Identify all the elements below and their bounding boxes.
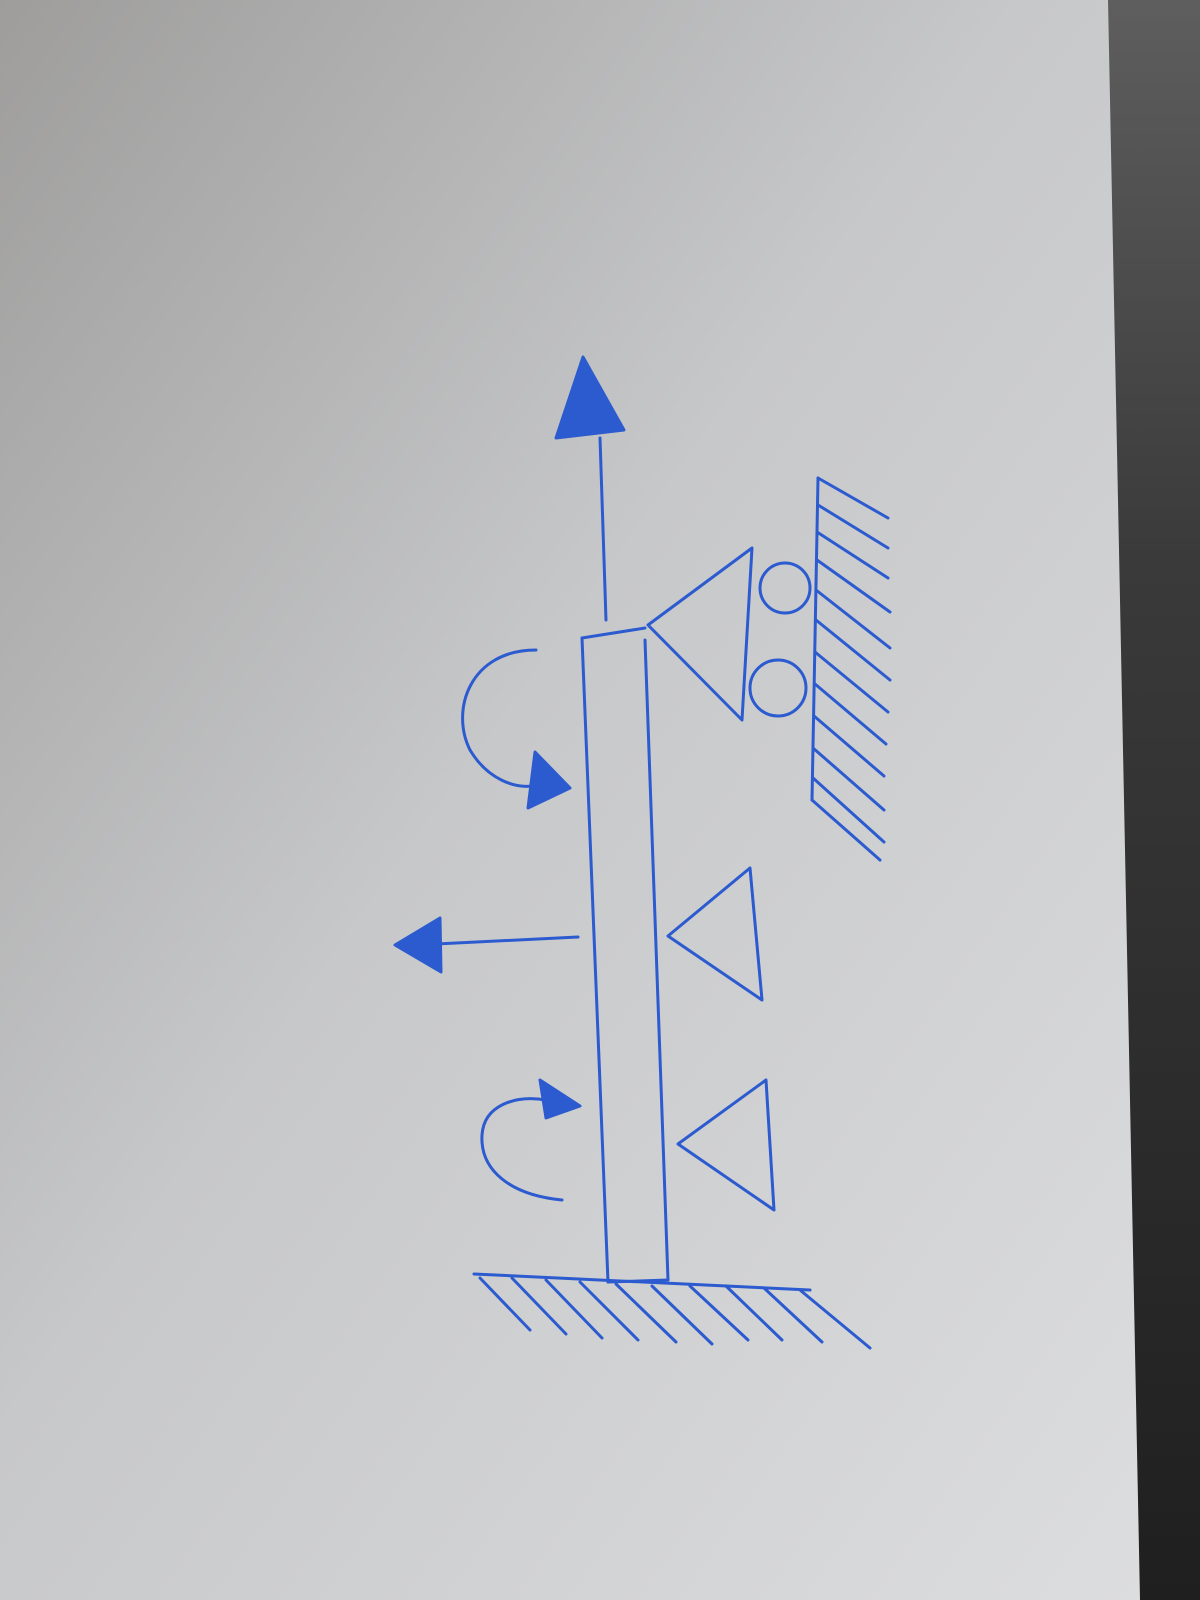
- vertical-beam: [580, 626, 670, 1284]
- pin-support-lower: [676, 1078, 776, 1212]
- pin-support-middle: [666, 866, 764, 1002]
- wall-hatching: [810, 476, 892, 862]
- leftward-force-arrow: [393, 916, 580, 974]
- clockwise-moment-arrow-bottom: [480, 1078, 582, 1202]
- upward-force-arrow: [554, 355, 626, 622]
- sketch-ink: [393, 355, 892, 1350]
- ground-hatching: [472, 1272, 872, 1350]
- roller-support: [646, 546, 812, 722]
- paper-sheet: [0, 0, 1140, 1600]
- clockwise-moment-arrow-top: [461, 648, 572, 810]
